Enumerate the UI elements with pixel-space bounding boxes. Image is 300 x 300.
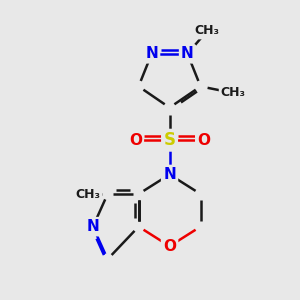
Text: N: N bbox=[145, 46, 158, 61]
Text: CH₃: CH₃ bbox=[76, 188, 100, 200]
Text: CH₃: CH₃ bbox=[195, 25, 220, 38]
Text: O: O bbox=[129, 133, 142, 148]
Text: N: N bbox=[181, 46, 194, 61]
Text: N: N bbox=[163, 167, 176, 182]
Text: O: O bbox=[197, 133, 210, 148]
Text: CH₃: CH₃ bbox=[221, 86, 246, 99]
Text: O: O bbox=[163, 239, 176, 254]
Text: S: S bbox=[164, 131, 175, 149]
Text: N: N bbox=[87, 219, 99, 234]
